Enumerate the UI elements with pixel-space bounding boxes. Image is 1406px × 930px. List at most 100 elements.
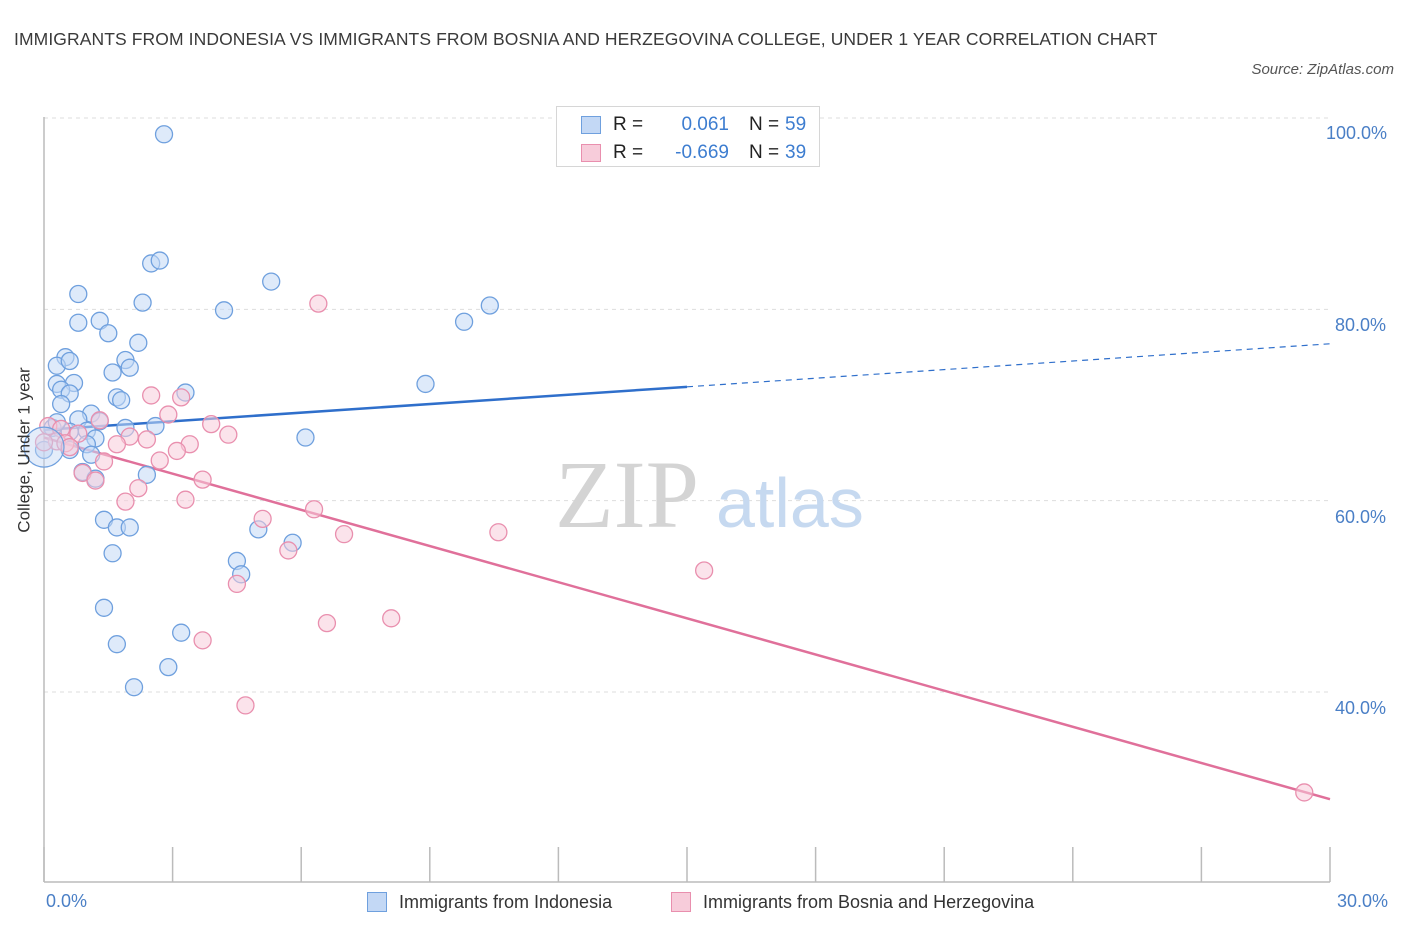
legend-row-indonesia: R = 0.061 N = 59 bbox=[581, 112, 806, 138]
stats-legend: R = 0.061 N = 59 R = -0.669 N = 39 bbox=[556, 106, 820, 167]
source-note: Source: ZipAtlas.com bbox=[1251, 61, 1394, 78]
point-bosnia bbox=[193, 631, 212, 650]
y-tick-label-80: 80.0% bbox=[1335, 315, 1387, 335]
point-indonesia bbox=[103, 363, 122, 382]
point-bosnia bbox=[94, 452, 114, 471]
point-bosnia bbox=[86, 471, 105, 490]
watermark-atlas: atlas bbox=[716, 464, 864, 542]
legend-r-value: 0.061 bbox=[681, 114, 729, 135]
legend-r-label: R = bbox=[613, 142, 644, 163]
watermark-zip: ZIP bbox=[555, 441, 699, 548]
series-swatch-indonesia bbox=[367, 892, 387, 912]
y-tick-label-100: 100.0% bbox=[1326, 123, 1388, 143]
point-indonesia bbox=[90, 311, 109, 330]
grid-layer bbox=[44, 117, 1330, 693]
point-indonesia bbox=[133, 293, 152, 312]
point-bosnia bbox=[129, 479, 148, 498]
point-indonesia bbox=[150, 251, 169, 270]
legend-r-label: R = bbox=[613, 114, 644, 135]
point-indonesia bbox=[137, 465, 157, 484]
point-bosnia bbox=[236, 696, 255, 715]
point-indonesia bbox=[94, 598, 114, 617]
point-bosnia bbox=[253, 509, 272, 528]
point-indonesia bbox=[154, 125, 174, 144]
point-bosnia bbox=[159, 405, 178, 424]
point-indonesia bbox=[112, 391, 131, 410]
point-indonesia bbox=[129, 333, 148, 352]
legend-swatch-indonesia bbox=[581, 116, 601, 134]
legend-r-value: -0.669 bbox=[675, 142, 729, 163]
point-indonesia bbox=[69, 313, 88, 332]
point-indonesia bbox=[296, 428, 315, 447]
legend-n-value: 39 bbox=[785, 142, 807, 163]
point-bosnia bbox=[334, 525, 354, 544]
point-indonesia bbox=[262, 272, 281, 291]
point-bosnia bbox=[60, 437, 79, 457]
legend-n-value: 59 bbox=[785, 114, 807, 135]
point-indonesia bbox=[159, 657, 178, 677]
trend-line-bosnia bbox=[43, 436, 1331, 801]
point-bosnia bbox=[317, 613, 337, 633]
point-indonesia bbox=[124, 678, 144, 697]
point-bosnia bbox=[167, 441, 187, 461]
point-bosnia bbox=[489, 523, 508, 542]
legend-n-label: N = bbox=[749, 114, 780, 135]
series-legend-bosnia: Immigrants from Bosnia and Herzegovina bbox=[671, 889, 1034, 915]
point-indonesia bbox=[99, 324, 118, 343]
series-legend-indonesia: Immigrants from Indonesia bbox=[367, 889, 612, 915]
point-indonesia bbox=[172, 623, 191, 642]
point-bosnia bbox=[694, 561, 714, 580]
point-bosnia bbox=[90, 411, 109, 430]
legend-swatch-bosnia bbox=[581, 144, 601, 162]
point-indonesia bbox=[416, 374, 435, 394]
x-tick-label-max: 30.0% bbox=[1337, 891, 1389, 911]
y-tick-label-40: 40.0% bbox=[1335, 698, 1387, 718]
point-bosnia bbox=[176, 490, 195, 509]
point-bosnia bbox=[69, 424, 88, 443]
point-bosnia bbox=[107, 435, 127, 454]
trend-line-indonesia-projection bbox=[686, 343, 1331, 388]
series-swatch-bosnia bbox=[671, 892, 691, 912]
point-indonesia bbox=[69, 284, 88, 304]
point-bosnia bbox=[227, 574, 247, 594]
x-tick-label-min: 0.0% bbox=[46, 891, 88, 911]
point-indonesia bbox=[480, 296, 499, 315]
point-indonesia bbox=[103, 544, 122, 563]
axis-layer bbox=[43, 117, 1331, 883]
y-axis-label-wrap: College, Under 1 year bbox=[5, 250, 45, 650]
point-bosnia bbox=[137, 430, 157, 449]
point-indonesia bbox=[120, 358, 139, 377]
point-bosnia bbox=[309, 294, 328, 313]
point-bosnia bbox=[382, 609, 401, 628]
point-bosnia bbox=[1295, 783, 1314, 802]
point-bosnia bbox=[142, 386, 161, 405]
point-bosnia bbox=[34, 433, 54, 452]
point-bosnia bbox=[202, 414, 221, 434]
points-layer bbox=[23, 125, 1314, 802]
point-indonesia bbox=[214, 301, 234, 320]
point-indonesia-large bbox=[23, 426, 65, 468]
series-label-indonesia: Immigrants from Indonesia bbox=[399, 891, 613, 912]
series-label-bosnia: Immigrants from Bosnia and Herzegovina bbox=[703, 891, 1035, 912]
point-indonesia bbox=[146, 416, 165, 436]
point-bosnia bbox=[150, 451, 169, 470]
y-tick-label-60: 60.0% bbox=[1335, 507, 1387, 527]
point-bosnia bbox=[219, 425, 238, 444]
legend-row-bosnia: R = -0.669 N = 39 bbox=[581, 140, 806, 166]
point-bosnia bbox=[279, 541, 298, 560]
point-bosnia bbox=[172, 388, 191, 407]
trend-line-indonesia bbox=[43, 385, 688, 432]
point-bosnia bbox=[116, 492, 135, 511]
point-indonesia bbox=[120, 518, 139, 537]
point-indonesia bbox=[51, 394, 71, 414]
legend-n-label: N = bbox=[749, 142, 780, 163]
point-bosnia bbox=[304, 500, 324, 519]
chart-title: IMMIGRANTS FROM INDONESIA VS IMMIGRANTS … bbox=[14, 29, 1158, 49]
point-bosnia bbox=[193, 470, 212, 489]
point-indonesia bbox=[454, 312, 474, 331]
y-axis-label: College, Under 1 year bbox=[15, 367, 34, 533]
watermark: ZIP atlas bbox=[555, 441, 864, 548]
point-indonesia bbox=[107, 635, 127, 654]
point-indonesia bbox=[60, 351, 79, 371]
